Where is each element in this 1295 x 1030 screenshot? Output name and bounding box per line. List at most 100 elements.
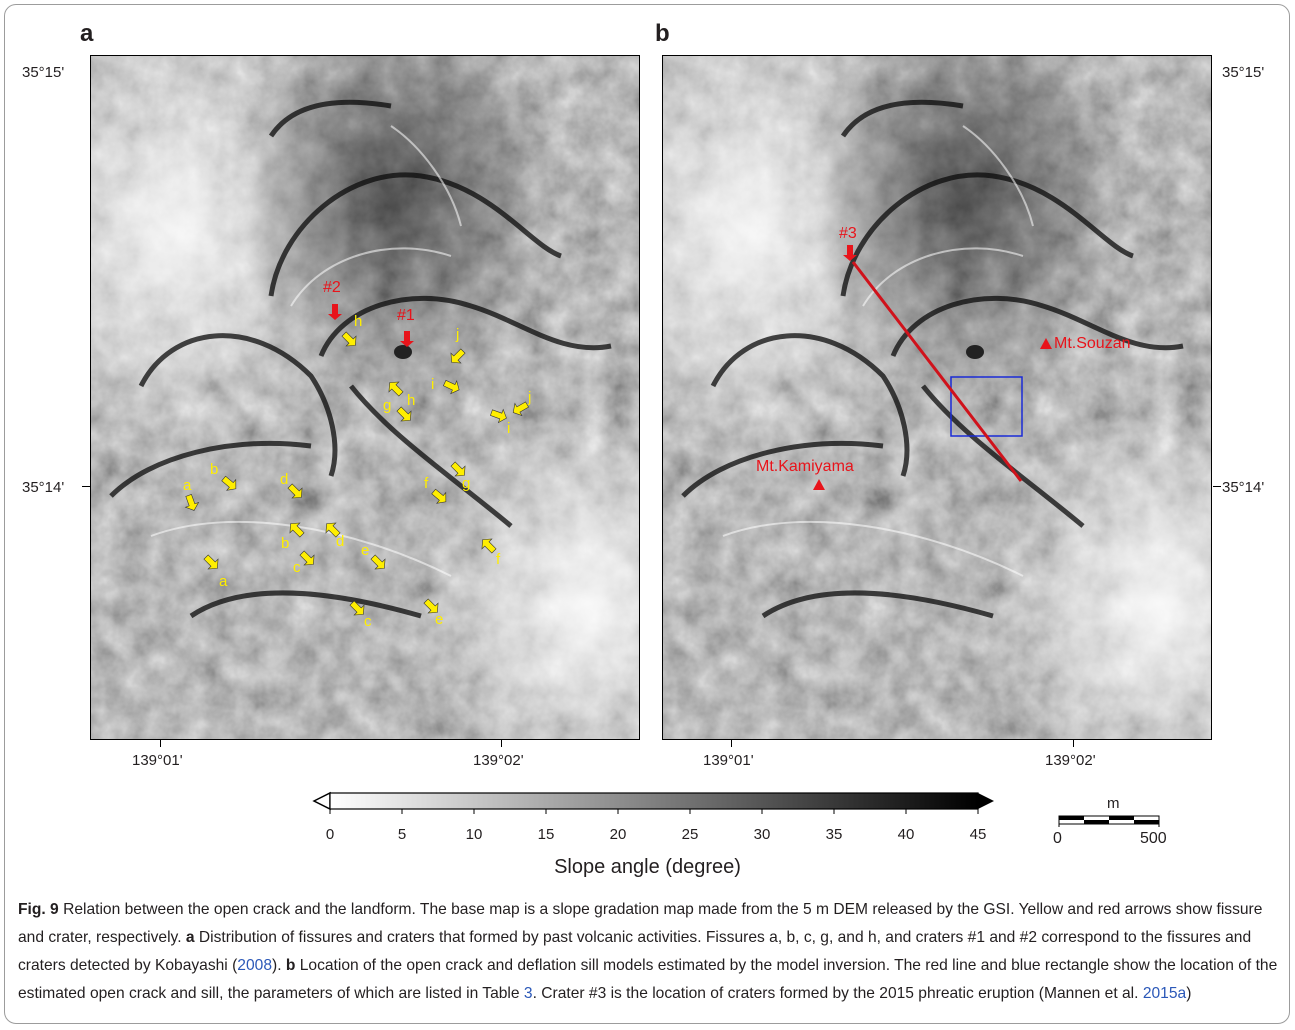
caption-text-1: Relation between the open crack and the … bbox=[18, 901, 1263, 946]
panel-a-lon-tick-right bbox=[501, 740, 502, 747]
yellow-arrow-icon bbox=[370, 554, 386, 570]
yellow-arrow-icon bbox=[289, 522, 305, 538]
crater-label-1: #1 bbox=[397, 307, 415, 324]
yellow-arrow-icon bbox=[450, 461, 466, 477]
red-arrow-icon bbox=[843, 245, 857, 261]
yellow-arrow-icon bbox=[423, 598, 439, 614]
panel-a-lat-mid: 35°14' bbox=[22, 479, 65, 496]
panel-b-lon-right: 139°02' bbox=[1045, 752, 1096, 769]
scalebar-unit: m bbox=[1107, 795, 1120, 812]
scalebar-end: 500 bbox=[1140, 830, 1167, 847]
colorbar-tick-label: 40 bbox=[897, 826, 915, 843]
slope-map-a: h j i g h i j b a d f g b d c e f a c e … bbox=[90, 55, 640, 740]
slope-map-a-svg: h j i g h i j b a d f g b d c e f a c e … bbox=[91, 56, 639, 739]
colorbar-gradient bbox=[329, 792, 979, 810]
colorbar-tick-label: 20 bbox=[609, 826, 627, 843]
slope-map-b-svg: #3 Mt.Souzan Mt.Kamiyama bbox=[663, 56, 1211, 739]
caption-text-4: Location of the open crack and deflation… bbox=[18, 957, 1278, 1002]
fissure-label-f: f bbox=[424, 475, 429, 492]
peak-triangle-icon bbox=[813, 479, 825, 490]
fissure-label-e: e bbox=[361, 542, 369, 559]
fissure-label-b: b bbox=[210, 461, 218, 478]
colorbar-title: Slope angle (degree) bbox=[554, 856, 741, 878]
fissure-label-d: d bbox=[280, 471, 288, 488]
fissure-label-d2: d bbox=[336, 533, 344, 550]
yellow-arrow-icon bbox=[349, 600, 365, 616]
reference-link-kobayashi[interactable]: 2008 bbox=[237, 957, 272, 974]
yellow-arrow-icon bbox=[490, 408, 507, 424]
yellow-arrow-icon bbox=[325, 522, 341, 538]
caption-panel-b: b bbox=[285, 957, 296, 974]
panel-b-lat-tick bbox=[1213, 486, 1221, 487]
fissure-label-b2: b bbox=[281, 535, 289, 552]
panel-a-letter: a bbox=[80, 20, 94, 47]
colorbar-tick-label: 45 bbox=[969, 826, 987, 843]
panel-a-lon-tick-left bbox=[160, 740, 161, 747]
fissure-label-g: g bbox=[383, 397, 391, 414]
colorbar-ticks bbox=[329, 809, 979, 814]
fissure-label-j: j bbox=[455, 326, 459, 343]
colorbar-tick-label: 15 bbox=[537, 826, 555, 843]
panel-b-lat-mid: 35°14' bbox=[1222, 479, 1265, 496]
fissure-label-h: h bbox=[354, 313, 362, 330]
slope-map-b: #3 Mt.Souzan Mt.Kamiyama bbox=[662, 55, 1212, 740]
fissure-label-g2: g bbox=[462, 475, 470, 492]
peak-triangle-icon bbox=[1040, 338, 1052, 349]
fissure-label-c: c bbox=[293, 559, 301, 576]
colorbar-max-triangle bbox=[978, 793, 994, 809]
fissure-label-a2: a bbox=[219, 573, 228, 590]
yellow-arrow-icon bbox=[184, 494, 200, 511]
fissure-label-f2: f bbox=[496, 551, 501, 568]
fissure-label-a: a bbox=[183, 477, 192, 494]
colorbar-tick-label: 30 bbox=[753, 826, 771, 843]
red-arrow-icon bbox=[328, 304, 342, 320]
panel-b-lon-tick-right bbox=[1073, 740, 1074, 747]
peak-label-souzan: Mt.Souzan bbox=[1054, 335, 1130, 352]
yellow-arrow-icon bbox=[388, 381, 404, 397]
colorbar-min-triangle bbox=[312, 791, 331, 811]
fissure-arrows-a: h j i g h i j b a d f g b d c e f a c e bbox=[183, 313, 531, 630]
yellow-arrow-icon bbox=[341, 331, 357, 347]
yellow-arrow-icon bbox=[221, 475, 237, 491]
yellow-arrow-icon bbox=[431, 488, 447, 504]
yellow-arrow-icon bbox=[299, 550, 315, 566]
panel-a-lat-tick bbox=[82, 486, 90, 487]
slope-colorbar bbox=[312, 791, 994, 814]
colorbar-tick-label: 25 bbox=[681, 826, 699, 843]
crater-label-2: #2 bbox=[323, 279, 341, 296]
caption-panel-a: a bbox=[185, 929, 195, 946]
figure-caption: Fig. 9 Relation between the open crack a… bbox=[18, 896, 1280, 1008]
panel-b-letter: b bbox=[655, 20, 670, 47]
crater-arrows-a: #2 #1 bbox=[323, 279, 415, 347]
yellow-arrow-icon bbox=[396, 406, 412, 422]
panel-b-lon-left: 139°01' bbox=[703, 752, 754, 769]
caption-text-5: . Crater #3 is the location of craters f… bbox=[532, 985, 1143, 1002]
yellow-arrow-icon bbox=[450, 348, 466, 364]
fissure-label-e2: e bbox=[435, 611, 443, 628]
fissure-label-h2: h bbox=[407, 392, 415, 409]
colorbar-tick-label: 0 bbox=[325, 826, 335, 843]
colorbar-tick-label: 5 bbox=[397, 826, 407, 843]
fissure-label-i: i bbox=[431, 376, 434, 393]
crater-label-3: #3 bbox=[839, 225, 857, 242]
yellow-arrow-icon bbox=[203, 554, 219, 570]
panel-b-lat-top: 35°15' bbox=[1222, 64, 1265, 81]
caption-text-3: ). bbox=[272, 957, 286, 974]
caption-text-2: Distribution of fissures and craters tha… bbox=[18, 929, 1252, 974]
colorbar-tick-label: 35 bbox=[825, 826, 843, 843]
scalebar-start: 0 bbox=[1053, 830, 1062, 847]
reference-link-mannen[interactable]: 2015a bbox=[1142, 985, 1187, 1002]
yellow-arrow-icon bbox=[481, 538, 497, 554]
yellow-arrow-icon bbox=[442, 379, 460, 395]
yellow-arrow-icon bbox=[512, 401, 529, 417]
colorbar-tick-label: 10 bbox=[465, 826, 483, 843]
peak-label-kamiyama: Mt.Kamiyama bbox=[756, 458, 854, 475]
red-arrow-icon bbox=[400, 331, 414, 347]
table-link[interactable]: 3 bbox=[523, 985, 533, 1002]
panel-a-lon-right: 139°02' bbox=[473, 752, 524, 769]
panel-a-lon-left: 139°01' bbox=[132, 752, 183, 769]
caption-label: Fig. 9 bbox=[18, 901, 59, 918]
fissure-label-j2: j bbox=[527, 389, 531, 406]
open-crack-line bbox=[851, 261, 1023, 482]
caption-text-6: ) bbox=[1186, 985, 1192, 1002]
